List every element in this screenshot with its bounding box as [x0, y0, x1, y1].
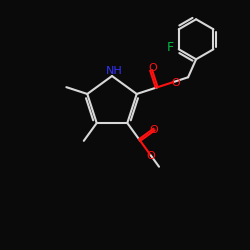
Text: O: O	[172, 78, 180, 88]
Text: O: O	[149, 63, 158, 73]
Text: NH: NH	[106, 66, 122, 76]
Text: F: F	[167, 41, 174, 54]
Text: O: O	[146, 152, 155, 162]
Text: O: O	[150, 125, 158, 135]
